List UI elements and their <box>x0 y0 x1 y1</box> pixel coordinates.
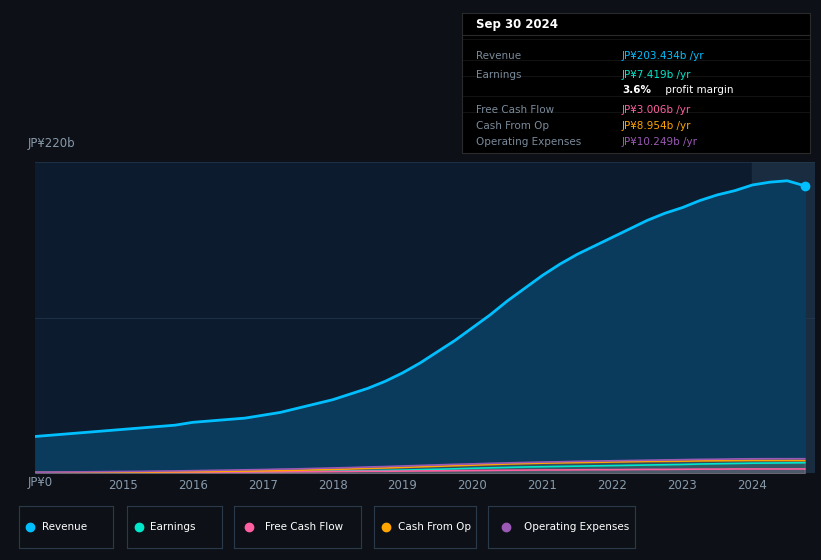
Text: JP¥0: JP¥0 <box>28 477 53 489</box>
Text: Sep 30 2024: Sep 30 2024 <box>476 18 558 31</box>
Text: 3.6%: 3.6% <box>622 85 651 95</box>
Text: Operating Expenses: Operating Expenses <box>476 138 581 147</box>
Text: Free Cash Flow: Free Cash Flow <box>264 522 342 531</box>
Text: JP¥7.419b /yr: JP¥7.419b /yr <box>622 69 691 80</box>
Text: Revenue: Revenue <box>42 522 87 531</box>
Text: profit margin: profit margin <box>662 85 733 95</box>
Text: Operating Expenses: Operating Expenses <box>524 522 629 531</box>
Text: JP¥203.434b /yr: JP¥203.434b /yr <box>622 51 704 60</box>
Text: Cash From Op: Cash From Op <box>476 122 549 132</box>
Text: JP¥8.954b /yr: JP¥8.954b /yr <box>622 122 691 132</box>
Text: Earnings: Earnings <box>150 522 195 531</box>
Text: Cash From Op: Cash From Op <box>398 522 471 531</box>
Text: JP¥3.006b /yr: JP¥3.006b /yr <box>622 105 691 115</box>
Bar <box>752 162 815 473</box>
Text: Revenue: Revenue <box>476 51 521 60</box>
Text: JP¥10.249b /yr: JP¥10.249b /yr <box>622 138 698 147</box>
Text: JP¥220b: JP¥220b <box>28 137 76 150</box>
Text: Free Cash Flow: Free Cash Flow <box>476 105 554 115</box>
Text: Earnings: Earnings <box>476 69 521 80</box>
